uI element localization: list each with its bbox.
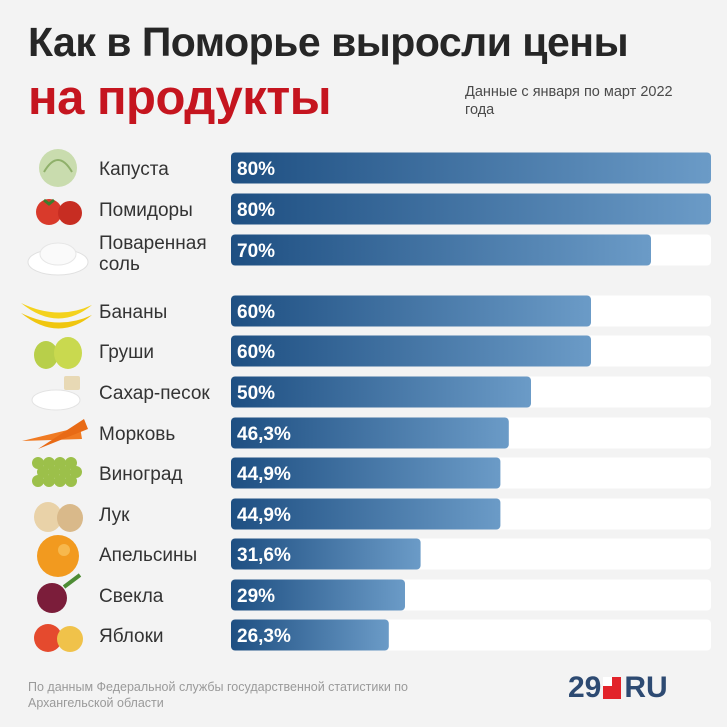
carrot-icon xyxy=(22,419,88,449)
category-label: Лук xyxy=(99,505,130,526)
category-label-line: Свекла xyxy=(99,586,164,607)
category-label: Виноград xyxy=(99,464,183,485)
cabbage-icon xyxy=(39,149,77,187)
category-label: Морковь xyxy=(99,424,175,445)
bar xyxy=(231,538,421,570)
tomato-icon xyxy=(36,198,82,225)
value-label: 70% xyxy=(237,241,275,262)
category-label: Сахар-песок xyxy=(99,383,210,404)
bar xyxy=(231,619,389,651)
category-label: Капуста xyxy=(99,159,169,180)
chart-subtitle: Данные с января по март 2022 года xyxy=(465,84,673,118)
chart-title-accent: на продукты xyxy=(28,71,332,125)
category-label: Поваренная соль xyxy=(99,233,207,275)
category-label: Яблоки xyxy=(99,626,164,647)
bar xyxy=(231,335,591,367)
category-label-line: Груши xyxy=(99,342,154,363)
value-label: 80% xyxy=(237,200,275,221)
bar xyxy=(231,193,711,225)
grape-icon xyxy=(32,457,82,487)
category-label-line: Помидоры xyxy=(99,200,193,221)
onion-icon xyxy=(34,502,83,532)
category-label: Свекла xyxy=(99,586,164,607)
category-label-line: Капуста xyxy=(99,159,169,180)
value-label: 46,3% xyxy=(237,424,291,445)
value-label: 60% xyxy=(237,302,275,323)
value-label: 60% xyxy=(237,342,275,363)
pear-icon xyxy=(34,337,82,369)
category-label-line: Поваренная xyxy=(99,233,207,254)
category-label-line: Яблоки xyxy=(99,626,164,647)
logo-number: 29 xyxy=(568,671,602,704)
chart-title: Как в Поморье выросли цены xyxy=(28,19,629,65)
site-logo: 29 RU xyxy=(568,673,668,703)
orange-icon xyxy=(37,535,79,577)
value-label: 29% xyxy=(237,586,275,607)
value-label: 26,3% xyxy=(237,626,291,647)
category-label-line: Морковь xyxy=(99,424,175,445)
bar xyxy=(231,579,405,611)
source-note: По данным Федеральной службы государстве… xyxy=(28,680,408,710)
salt-icon xyxy=(27,242,89,276)
value-label: 44,9% xyxy=(237,464,291,485)
banana-icon xyxy=(21,303,92,329)
category-label-line: Апельсины xyxy=(99,545,197,566)
bar xyxy=(231,417,509,449)
value-label: 80% xyxy=(237,159,275,180)
category-label-line: Сахар-песок xyxy=(99,383,210,404)
bar xyxy=(231,152,711,184)
bar xyxy=(231,295,591,327)
category-label-line: Бананы xyxy=(99,302,167,323)
category-label-line: Лук xyxy=(99,505,130,526)
beet-icon xyxy=(37,573,82,613)
bar xyxy=(231,234,651,266)
category-label: Апельсины xyxy=(99,545,197,566)
apple-icon xyxy=(34,624,83,652)
value-label: 50% xyxy=(237,383,275,404)
category-label-line: Виноград xyxy=(99,464,183,485)
category-label: Бананы xyxy=(99,302,167,323)
category-label-line: соль xyxy=(99,254,140,275)
bar xyxy=(231,457,501,489)
category-label: Груши xyxy=(99,342,154,363)
logo-domain: RU xyxy=(624,671,668,704)
bar xyxy=(231,376,531,408)
bar xyxy=(231,498,501,530)
value-label: 44,9% xyxy=(237,505,291,526)
sugar-icon xyxy=(31,376,81,411)
category-label: Помидоры xyxy=(99,200,193,221)
logo-mark-icon xyxy=(603,677,622,699)
value-label: 31,6% xyxy=(237,545,291,566)
